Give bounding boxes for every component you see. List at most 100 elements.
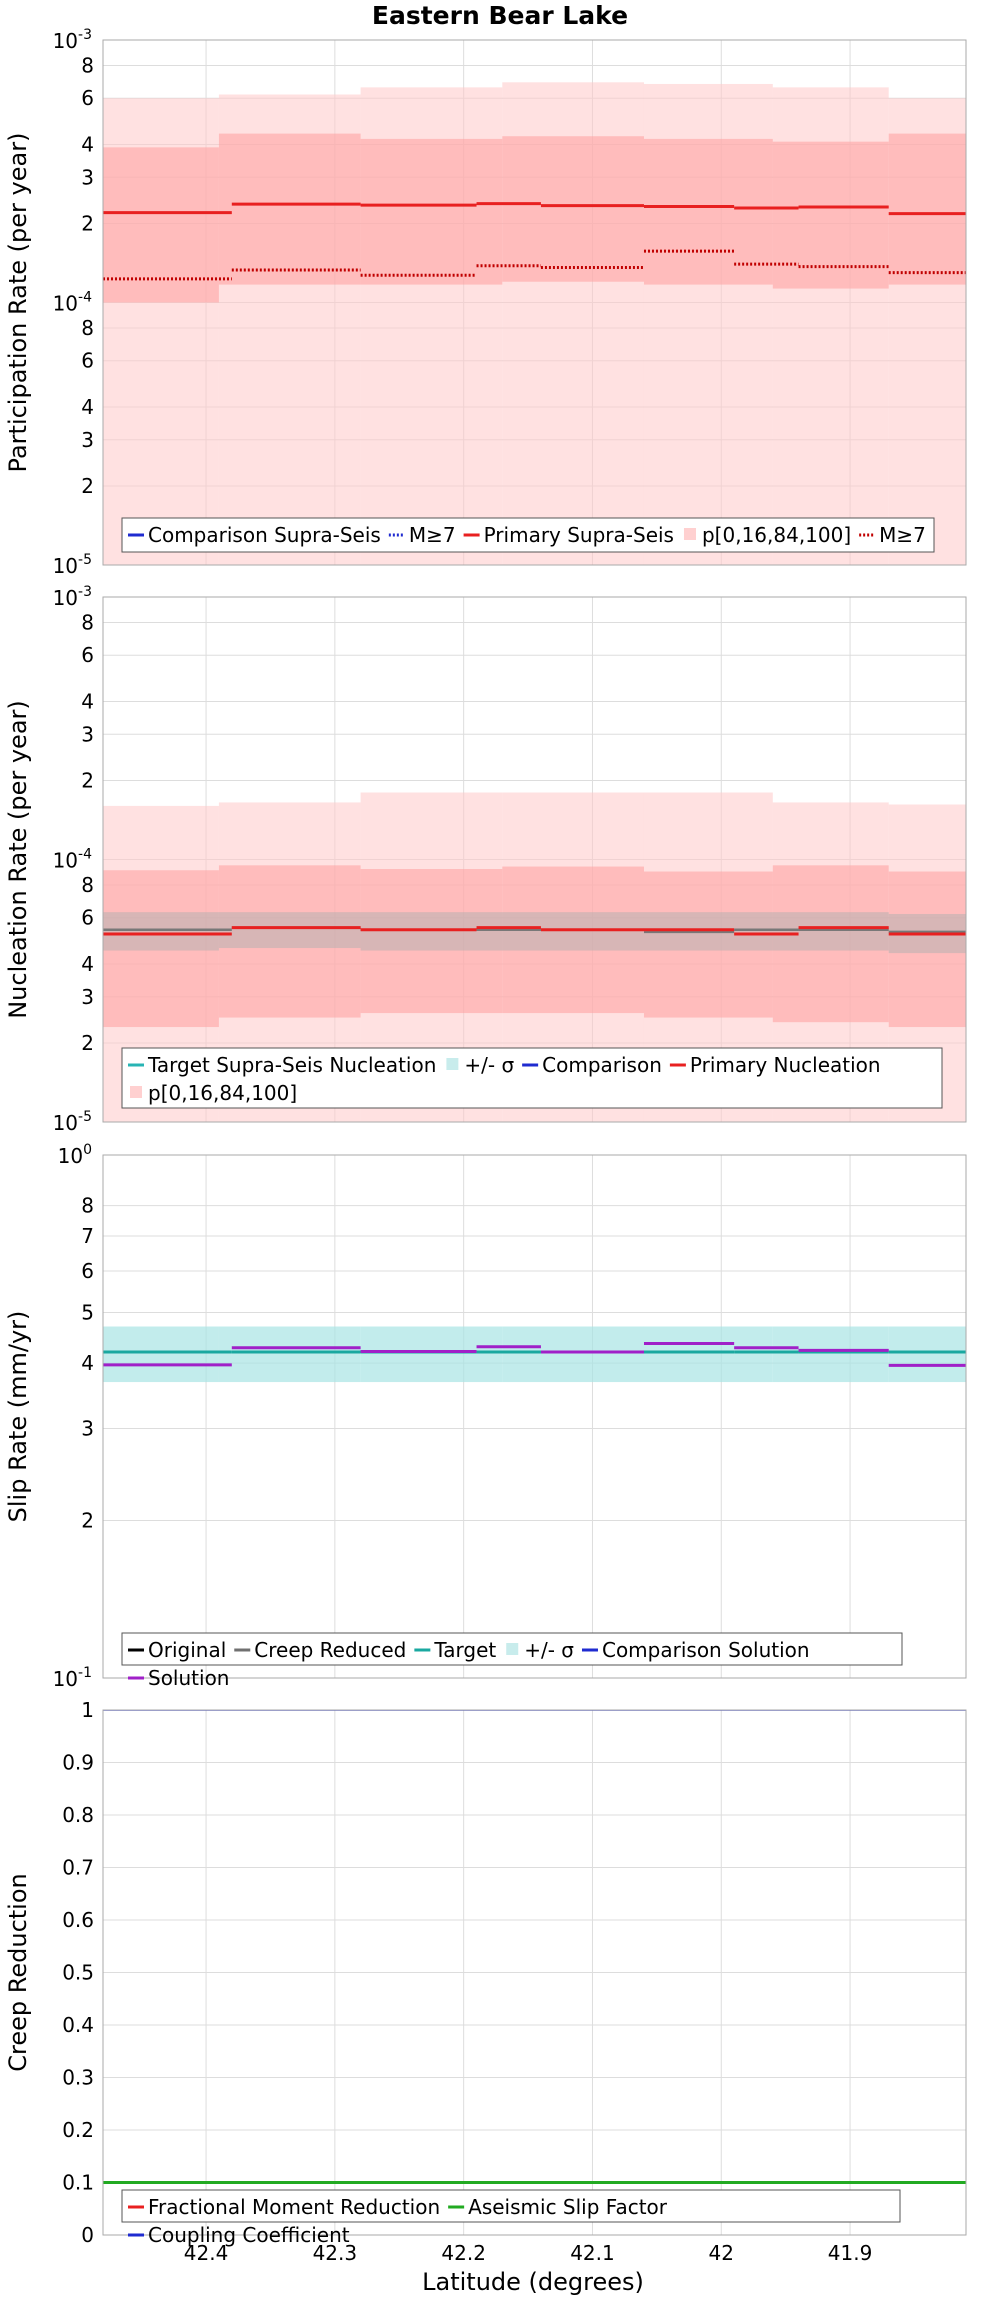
y-tick-label: 3 <box>81 1416 94 1440</box>
y-tick-label: 5 <box>81 1300 94 1324</box>
y-tick-label: 2 <box>81 211 94 235</box>
y-tick-label: 10-5 <box>53 1109 92 1135</box>
y-tick-label: 0 <box>81 2223 94 2247</box>
legend-swatch <box>683 528 696 540</box>
band-2-segment <box>772 912 889 951</box>
band-0-segment <box>888 1326 966 1383</box>
chart-title: Eastern Bear Lake <box>372 1 628 30</box>
legend-label: Primary Nucleation <box>690 1053 881 1077</box>
y-tick-label: 10-3 <box>53 27 92 53</box>
y-axis-label: Creep Reduction <box>4 1873 32 2071</box>
plot-frame <box>102 596 967 1123</box>
band-0-segment <box>103 1326 219 1383</box>
y-tick-mantissa: 10 <box>53 586 78 610</box>
legend: Fractional Moment Reduction Aseismic Slip… <box>121 2189 901 2247</box>
y-tick-label: 4 <box>81 1351 94 1375</box>
legend-label: Comparison Supra-Seis <box>148 523 381 547</box>
y-tick-label: 4 <box>81 132 94 156</box>
legend-label: Coupling Coefficient <box>148 2223 350 2247</box>
legend-label: M≥7 <box>409 523 456 547</box>
x-tick-label: 42.4 <box>184 2241 229 2265</box>
x-tick-label: 42.3 <box>313 2241 358 2265</box>
legend-label: Primary Supra-Seis <box>484 523 674 547</box>
band-2-segment <box>502 912 644 951</box>
y-tick-label: 1 <box>81 1698 94 1722</box>
y-tick-mantissa: 10 <box>53 1667 78 1691</box>
band-0-segment <box>360 1326 503 1383</box>
y-tick-mantissa: 10 <box>53 292 78 316</box>
uncertainty-bands <box>103 82 966 565</box>
y-tick-label: 6 <box>81 86 94 110</box>
y-tick-labels: 1 0.9 0.8 0.7 0.6 0.5 0.4 0.3 0.2 0.1 0 <box>62 1698 94 2247</box>
y-tick-mantissa: 10 <box>53 1111 78 1135</box>
y-tick-label: 2 <box>81 474 94 498</box>
y-tick-label: 3 <box>81 722 94 746</box>
legend-label: p[0,16,84,100] <box>702 523 851 547</box>
series <box>103 1342 966 1367</box>
y-tick-exponent: -4 <box>78 290 92 306</box>
y-tick-label: 0.2 <box>62 2118 94 2142</box>
legend-label: Fractional Moment Reduction <box>148 2195 440 2219</box>
y-tick-mantissa: 10 <box>53 29 78 53</box>
legend-box <box>121 1047 943 1109</box>
y-tick-label: 100 <box>58 1142 92 1168</box>
plot-frame <box>102 39 967 566</box>
y-tick-label: 8 <box>81 873 94 897</box>
band-1-segment <box>360 138 503 285</box>
legend-swatch <box>506 1643 519 1655</box>
band-2-segment <box>103 912 219 951</box>
band-1-segment <box>888 133 966 285</box>
legend: Target Supra-Seis Nucleation +/- σ Compari… <box>121 1047 943 1109</box>
series <box>103 202 966 281</box>
band-2-segment <box>360 912 503 951</box>
legend-label: Creep Reduced <box>254 1638 406 1662</box>
y-tick-label: 10-4 <box>53 290 93 316</box>
band-1-segment <box>643 138 773 285</box>
legend-label: p[0,16,84,100] <box>148 1081 297 1105</box>
y-tick-label: 0.8 <box>62 1803 94 1827</box>
y-tick-mantissa: 10 <box>53 849 78 873</box>
y-tick-exponent: -3 <box>78 27 92 43</box>
x-tick-labels: 42.4 42.3 42.2 42.1 42 41.9 <box>184 2241 873 2265</box>
y-tick-label: 8 <box>81 1194 94 1218</box>
y-tick-label: 8 <box>81 53 94 77</box>
legend-label: M≥7 <box>879 523 926 547</box>
legend-label: Target Supra-Seis Nucleation <box>147 1053 436 1077</box>
y-tick-label: 10-4 <box>53 847 93 873</box>
y-tick-exponent: -1 <box>78 1665 92 1681</box>
legend-swatch <box>130 1086 142 1098</box>
legend-box <box>121 2189 901 2223</box>
y-axis-label: Slip Rate (mm/yr) <box>4 1311 32 1523</box>
legend-label: Target <box>433 1638 496 1662</box>
y-tick-exponent: -3 <box>78 584 92 600</box>
y-tick-label: 0.4 <box>62 2013 94 2037</box>
y-tick-label: 10-5 <box>53 552 92 578</box>
y-tick-label: 10-3 <box>53 584 92 610</box>
x-tick-label: 41.9 <box>828 2241 873 2265</box>
grid <box>103 1154 966 1679</box>
legend-label: Aseismic Slip Factor <box>468 2195 668 2219</box>
y-tick-mantissa: 10 <box>53 554 78 578</box>
band-1-segment <box>218 133 361 285</box>
y-tick-label: 8 <box>81 316 94 340</box>
y-tick-exponent: 0 <box>83 1142 92 1158</box>
y-tick-label: 3 <box>81 428 94 452</box>
legend: Comparison Supra-Seis M≥7 Primary Supra-Se… <box>121 517 935 553</box>
y-tick-label: 0.9 <box>62 1751 94 1775</box>
band-2-segment <box>218 912 361 949</box>
y-tick-label: 2 <box>81 768 94 792</box>
x-tick-label: 42.2 <box>441 2241 486 2265</box>
series <box>103 1710 966 2184</box>
band-1-segment <box>502 136 644 282</box>
band-0-segment <box>218 1326 361 1383</box>
x-tick-label: 42 <box>709 2241 734 2265</box>
y-tick-label: 4 <box>81 952 94 976</box>
y-tick-label: 0.5 <box>62 1961 94 1985</box>
band-0-segment <box>502 1326 644 1383</box>
y-tick-label: 8 <box>81 610 94 634</box>
y-tick-label: 6 <box>81 906 94 930</box>
